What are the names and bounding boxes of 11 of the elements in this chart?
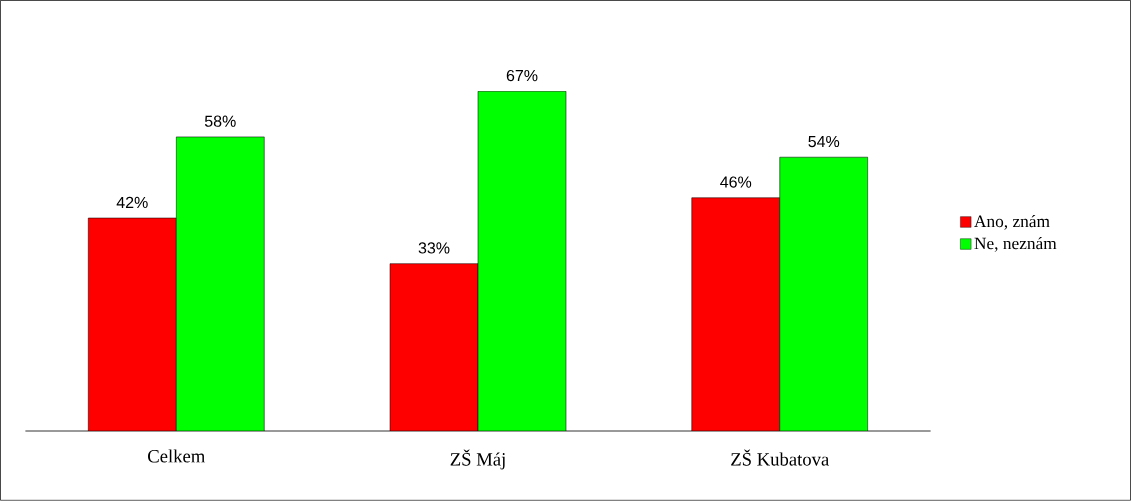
x-tick-label: ZŠ Kubatova: [731, 449, 829, 466]
legend-label: Ano, znám: [974, 215, 1050, 230]
data-label: 58%: [204, 115, 236, 127]
x-tick-label: Celkem: [148, 449, 206, 463]
data-label: 67%: [506, 70, 538, 82]
x-tick-label: ZŠ Máj: [450, 449, 505, 470]
data-label: 42%: [116, 196, 148, 209]
legend-label: Ne, neznám: [974, 237, 1057, 252]
data-label: 46%: [720, 176, 752, 188]
data-label: 33%: [418, 242, 450, 254]
data-label: 54%: [808, 136, 840, 148]
